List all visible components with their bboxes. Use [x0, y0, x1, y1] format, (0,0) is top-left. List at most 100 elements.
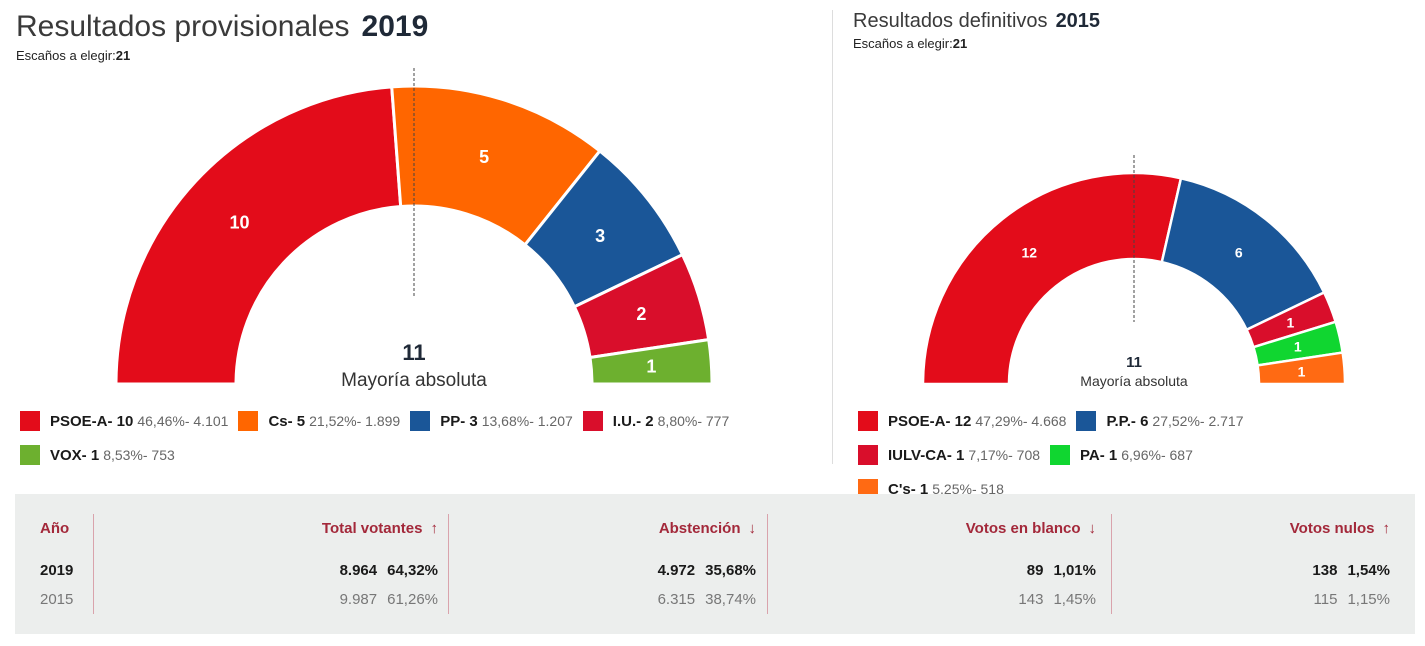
- legend-swatch: [20, 411, 40, 431]
- legend-swatch: [410, 411, 431, 431]
- seats-to-elect: Escaños a elegir:21: [16, 48, 131, 63]
- column-abstention: Abstención ↓ 4.972 35,68% 6.315 38,74%: [455, 514, 756, 614]
- header-total-voters: Total votantes ↑: [321, 520, 439, 537]
- panel-divider: [832, 10, 833, 464]
- segment-vox: [588, 337, 714, 386]
- header-null-votes: Votos nulos ↑: [1289, 520, 1391, 537]
- legend-item-i-u: I.U.- 2 8,80%- 777: [582, 411, 730, 431]
- cell-abstention-current: 4.972 35,68%: [657, 562, 756, 579]
- majority-number: 11: [402, 340, 425, 365]
- column-total-voters: Total votantes ↑ 8.964 64,32% 9.987 61,26%: [105, 514, 438, 614]
- legend-party-seats: PA- 1: [1080, 446, 1118, 464]
- legend-swatch: [1076, 411, 1097, 431]
- legend-swatch: [858, 411, 878, 431]
- legend-row: IULV-CA- 1 7,17%- 708 PA- 1 6,96%- 687: [858, 438, 1254, 472]
- panel-title: Resultados provisionales 2019: [16, 10, 429, 43]
- arrow-up-icon: ↑: [430, 520, 439, 537]
- legend-party-stats: 27,52%- 2.717: [1152, 413, 1244, 429]
- column-divider: [448, 514, 449, 614]
- legend-party-stats: 21,52%- 1.899: [309, 413, 401, 429]
- legend-party-seats: PSOE-A- 10: [50, 412, 134, 430]
- cell-year-current: 2019: [40, 562, 74, 579]
- legend-party-stats: 8,53%- 753: [103, 447, 175, 463]
- arrow-up-icon: ↑: [1382, 520, 1391, 537]
- legend-party-seats: IULV-CA- 1: [888, 446, 965, 464]
- legend-item-pa: PA- 1 6,96%- 687: [1050, 445, 1193, 465]
- column-null-votes: Votos nulos ↑ 138 1,54% 115 1,15%: [1120, 514, 1390, 614]
- column-blank-votes: Votos en blanco ↓ 89 1,01% 143 1,45%: [775, 514, 1096, 614]
- cell-blank-previous: 143 1,45%: [1018, 591, 1096, 608]
- seat-label-vox: 1: [646, 357, 656, 377]
- legend-party-stats: 7,17%- 708: [968, 447, 1041, 463]
- column-divider: [1111, 514, 1112, 614]
- column-divider: [93, 514, 94, 614]
- seat-label-psoe-a: 10: [230, 212, 250, 232]
- cell-abstention-previous: 6.315 38,74%: [657, 591, 756, 608]
- legend-swatch: [582, 411, 603, 431]
- legend-party-stats: 5,25%- 518: [932, 481, 1004, 497]
- legend-party-stats: 46,46%- 4.101: [137, 413, 229, 429]
- results-panel-2019: Resultados provisionales 2019 Escaños a e…: [0, 0, 832, 470]
- results-panel-2015: Resultados definitivos 2015 Escaños a ele…: [833, 0, 1425, 499]
- legend-item-p-p: P.P.- 6 27,52%- 2.717: [1076, 411, 1244, 431]
- legend-party-seats: PSOE-A- 12: [888, 412, 972, 430]
- majority-label: Mayoría absoluta: [1080, 373, 1188, 389]
- seats-to-elect: Escaños a elegir:21: [853, 36, 968, 51]
- cell-blank-current: 89 1,01%: [1026, 562, 1096, 579]
- cell-total-current: 8.964 64,32%: [339, 562, 438, 579]
- column-year: Año 2019 2015: [40, 514, 100, 614]
- legend-party-stats: 13,68%- 1.207: [481, 413, 573, 429]
- seat-label-cs: 5: [479, 147, 489, 167]
- legend-swatch: [858, 445, 878, 465]
- legend-party-seats: VOX- 1: [50, 446, 100, 464]
- header-blank-votes: Votos en blanco ↓: [965, 520, 1097, 537]
- cell-total-previous: 9.987 61,26%: [339, 591, 438, 608]
- cell-null-previous: 115 1,15%: [1313, 591, 1390, 608]
- legend-party-stats: 47,29%- 4.668: [975, 413, 1067, 429]
- legend-party-seats: C's- 1: [888, 480, 929, 498]
- legend-swatch: [20, 445, 40, 465]
- legend-party-stats: 8,80%- 777: [657, 413, 730, 429]
- chart-legend-2019: PSOE-A- 10 46,46%- 4.101 Cs- 5 21,52%- 1.89…: [20, 404, 739, 472]
- legend-party-seats: PP- 3: [440, 412, 478, 430]
- segment-psoe-a: [114, 85, 403, 386]
- majority-label: Mayoría absoluta: [341, 370, 487, 391]
- legend-row: PSOE-A- 12 47,29%- 4.668 P.P.- 6 27,52%- 2.…: [858, 404, 1254, 438]
- legend-item-cs: Cs- 5 21,52%- 1.899: [238, 411, 400, 431]
- majority-number: 11: [1126, 354, 1142, 371]
- legend-item-vox: VOX- 1 8,53%- 753: [20, 445, 175, 465]
- cell-year-previous: 2015: [40, 591, 74, 608]
- arrow-down-icon: ↓: [1088, 520, 1097, 537]
- seat-label-iulv-ca: 1: [1286, 315, 1294, 331]
- panel-year: 2019: [361, 10, 429, 43]
- legend-row: VOX- 1 8,53%- 753: [20, 438, 739, 472]
- legend-item-psoe-a: PSOE-A- 12 47,29%- 4.668: [858, 411, 1066, 431]
- segment-psoe-a: [921, 171, 1183, 386]
- panel-year: 2015: [1055, 10, 1101, 32]
- arrow-down-icon: ↓: [748, 520, 757, 537]
- legend-item-iulv-ca: IULV-CA- 1 7,17%- 708: [858, 445, 1040, 465]
- seat-label-pp: 3: [595, 226, 605, 246]
- legend-party-seats: P.P.- 6: [1106, 412, 1149, 430]
- header-year: Año: [40, 520, 70, 537]
- turnout-table: Año 2019 2015 Total votantes ↑ 8.964 64,32…: [15, 494, 1415, 634]
- column-divider: [767, 514, 768, 614]
- legend-party-stats: 6,96%- 687: [1121, 447, 1193, 463]
- seat-label-pa: 1: [1294, 339, 1302, 355]
- legend-swatch: [1050, 445, 1071, 465]
- legend-party-seats: Cs- 5: [268, 412, 306, 430]
- legend-party-seats: I.U.- 2: [612, 412, 654, 430]
- legend-item-pp: PP- 3 13,68%- 1.207: [410, 411, 573, 431]
- legend-row: PSOE-A- 10 46,46%- 4.101 Cs- 5 21,52%- 1.89…: [20, 404, 739, 438]
- segment-c-s: [1256, 351, 1347, 386]
- cell-null-current: 138 1,54%: [1312, 562, 1390, 579]
- legend-item-psoe-a: PSOE-A- 10 46,46%- 4.101: [20, 411, 228, 431]
- seat-label-psoe-a: 12: [1021, 245, 1037, 261]
- seat-label-i-u: 2: [636, 304, 646, 324]
- legend-swatch: [238, 411, 259, 431]
- header-abstention: Abstención ↓: [658, 520, 757, 537]
- seat-label-p-p: 6: [1235, 245, 1243, 261]
- chart-legend-2015: PSOE-A- 12 47,29%- 4.668 P.P.- 6 27,52%- 2.…: [858, 404, 1254, 506]
